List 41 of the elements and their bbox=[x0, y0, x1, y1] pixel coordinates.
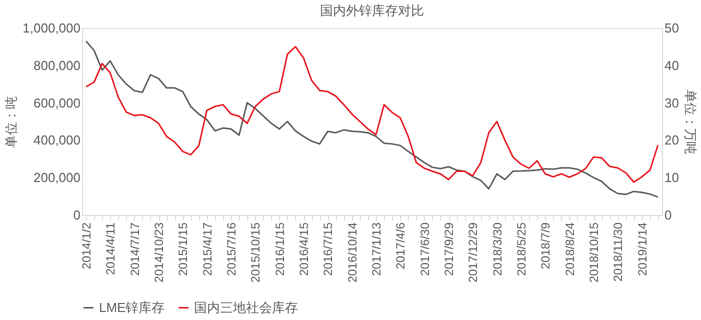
x-tick-label: 2017/1/13 bbox=[370, 222, 384, 276]
x-tick-label: 2016/10/14 bbox=[345, 222, 360, 283]
x-tick-label: 2014/7/17 bbox=[128, 222, 142, 276]
y2-tick-label: 0 bbox=[664, 208, 672, 222]
x-tick-label: 2017/4/6 bbox=[394, 222, 408, 270]
x-tick-label: 2018/10/15 bbox=[587, 222, 602, 283]
legend-label: LME锌库存 bbox=[99, 300, 165, 315]
y2-tick-label: 30 bbox=[664, 95, 679, 110]
y-tick-label: 600,000 bbox=[34, 95, 80, 110]
y2-tick-label: 40 bbox=[664, 58, 679, 73]
x-tick-label: 2016/7/15 bbox=[321, 222, 336, 276]
x-tick-label: 2014/1/2 bbox=[80, 222, 94, 270]
y2-axis-title: 单位：万吨 bbox=[682, 90, 698, 154]
x-tick-label: 2015/4/17 bbox=[200, 222, 214, 276]
y2-tick-label: 20 bbox=[664, 132, 679, 148]
x-tick-label: 2014/4/11 bbox=[104, 222, 118, 275]
x-tick-label: 2015/10/15 bbox=[248, 222, 263, 283]
y-axis-title: 单位：吨 bbox=[4, 96, 19, 148]
y2-tick-label: 10 bbox=[664, 170, 679, 186]
x-tick-label: 2014/10/23 bbox=[152, 222, 166, 283]
y-tick-label: 200,000 bbox=[34, 170, 80, 186]
x-tick-label: 2018/7/9 bbox=[538, 222, 553, 270]
x-tick-label: 2018/11/30 bbox=[611, 222, 626, 282]
y-tick-label: 0 bbox=[73, 208, 80, 222]
x-tick-label: 2016/1/15 bbox=[272, 222, 287, 276]
y-tick-label: 800,000 bbox=[34, 58, 80, 73]
x-tick-label: 2015/1/15 bbox=[176, 222, 190, 276]
x-tick-label: 2017/9/29 bbox=[442, 222, 456, 276]
chart-title: 国内外锌库存对比 bbox=[320, 3, 424, 18]
x-tick-label: 2016/4/15 bbox=[297, 222, 312, 276]
y2-tick-label: 50 bbox=[664, 20, 679, 36]
x-tick-label: 2017/12/29 bbox=[466, 222, 480, 283]
x-tick-label: 2017/6/30 bbox=[418, 222, 432, 276]
x-tick-label: 2018/5/25 bbox=[514, 222, 529, 276]
y-tick-label: 1,000,000 bbox=[22, 20, 80, 36]
legend-label: 国内三地社会库存 bbox=[194, 300, 298, 315]
x-tick-label: 2018/3/30 bbox=[490, 222, 504, 276]
x-tick-label: 2018/8/24 bbox=[562, 222, 577, 276]
x-tick-label: 2015/7/16 bbox=[224, 222, 239, 276]
y-tick-label: 400,000 bbox=[34, 132, 80, 148]
x-tick-label: 2019/1/14 bbox=[635, 222, 650, 276]
